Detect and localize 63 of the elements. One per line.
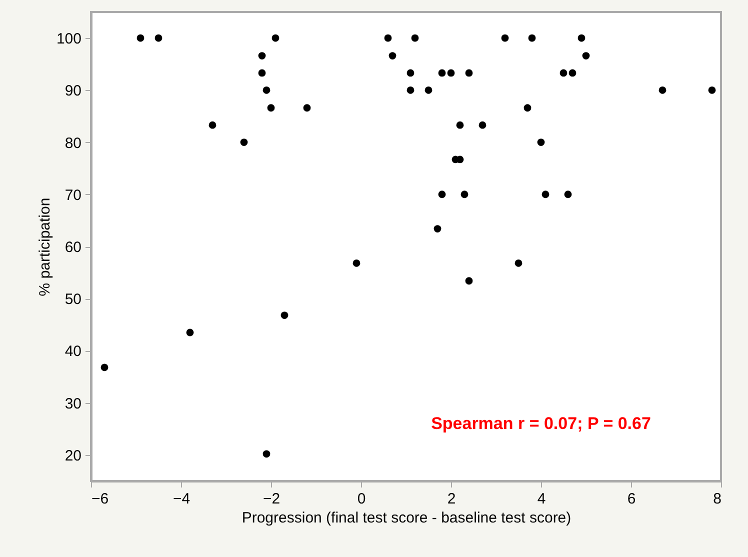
point xyxy=(100,364,108,372)
point xyxy=(280,312,288,319)
point xyxy=(658,86,666,94)
y-tick-label: 40 xyxy=(64,343,82,360)
x-tick-label: −2 xyxy=(262,490,280,508)
y-tick-label: 70 xyxy=(64,186,82,204)
point xyxy=(406,69,414,77)
point xyxy=(154,34,162,42)
point xyxy=(460,190,468,198)
y-tick-label: 60 xyxy=(64,239,82,256)
point xyxy=(303,104,311,112)
x-tick-label: 4 xyxy=(537,490,546,508)
point xyxy=(406,86,414,94)
point xyxy=(568,69,576,77)
point xyxy=(136,34,144,42)
point xyxy=(447,69,455,77)
point xyxy=(478,121,486,129)
point xyxy=(352,259,360,267)
annotation: Spearman r = 0.07; P = 0.67 xyxy=(431,414,651,433)
point xyxy=(564,190,572,198)
point xyxy=(267,104,275,112)
point xyxy=(272,34,280,42)
point xyxy=(438,69,446,77)
point xyxy=(424,86,432,94)
x-tick-label: 8 xyxy=(713,490,722,508)
point xyxy=(208,121,216,129)
y-tick-label: 100 xyxy=(56,30,82,48)
point xyxy=(262,450,270,458)
point xyxy=(537,138,545,146)
point xyxy=(262,86,270,94)
point xyxy=(384,34,392,42)
point xyxy=(708,86,716,94)
x-tick-label: −6 xyxy=(92,490,109,508)
x-tick-label: −4 xyxy=(172,490,190,508)
y-tick-label: 50 xyxy=(64,291,82,308)
point xyxy=(240,138,248,146)
point xyxy=(411,34,419,42)
x-tick-label: 6 xyxy=(627,490,636,508)
point xyxy=(258,52,266,60)
point xyxy=(514,259,522,267)
point xyxy=(186,328,194,336)
y-axis-title: % participation xyxy=(36,198,54,296)
point xyxy=(560,69,568,77)
x-axis-title: Progression (final test score - baseline test score) xyxy=(242,510,572,526)
x-tick-label: 2 xyxy=(447,490,456,508)
y-tick-label: 20 xyxy=(64,447,82,464)
point xyxy=(582,52,590,60)
y-tick-label: 80 xyxy=(64,134,82,152)
point xyxy=(528,34,536,42)
point xyxy=(388,52,396,60)
point xyxy=(578,34,586,42)
point xyxy=(542,190,550,198)
y-tick-label: 90 xyxy=(64,82,82,100)
point xyxy=(465,69,473,77)
point xyxy=(465,277,473,285)
point xyxy=(258,69,266,77)
point xyxy=(456,121,464,129)
point xyxy=(501,34,509,42)
y-tick-label: 30 xyxy=(64,395,82,412)
point xyxy=(524,104,532,112)
x-tick-label: 0 xyxy=(357,490,366,508)
point xyxy=(438,190,446,198)
point xyxy=(434,225,442,232)
